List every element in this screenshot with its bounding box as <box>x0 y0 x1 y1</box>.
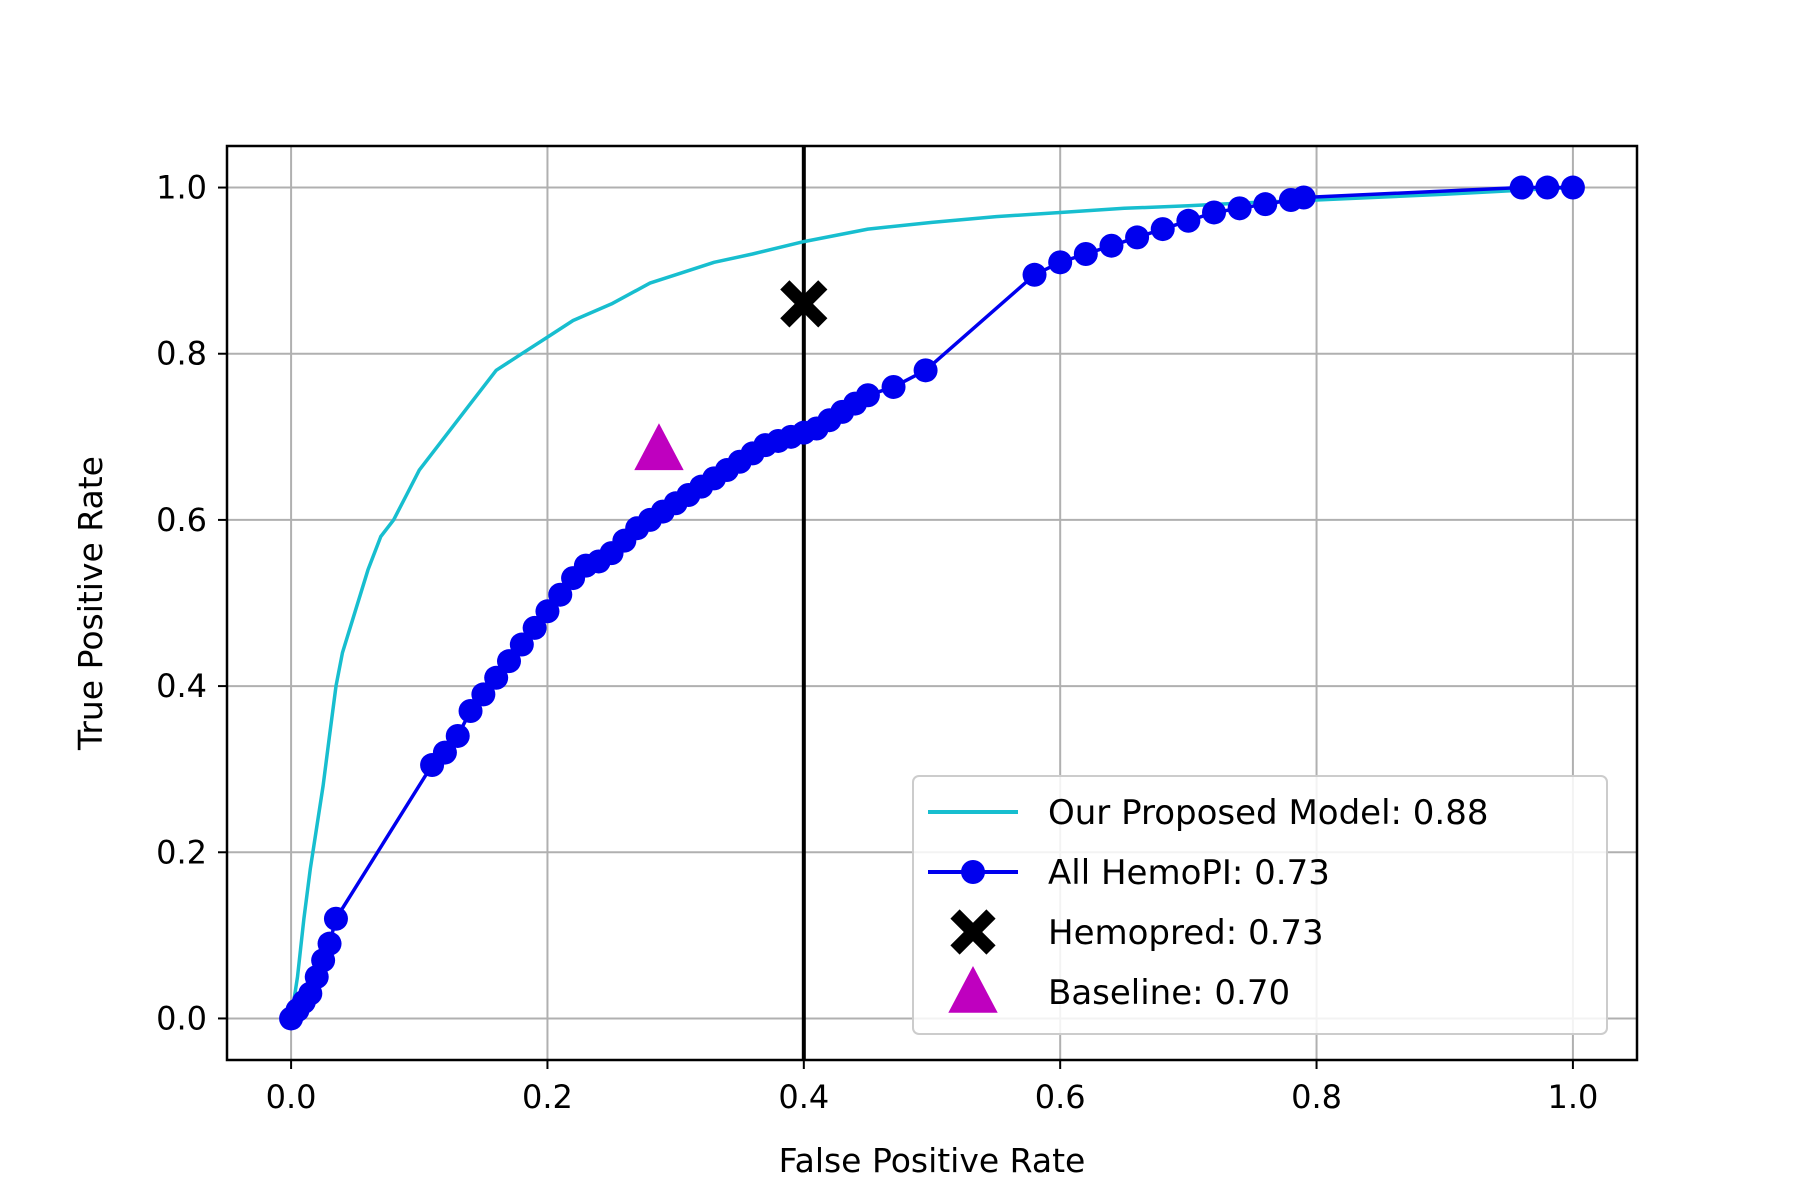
x-tick-label: 0.0 <box>266 1078 317 1116</box>
series-point-hemopi <box>323 906 348 931</box>
legend-label: Hemopred: 0.73 <box>1048 913 1324 953</box>
series-point-baseline <box>634 423 684 471</box>
series-point-hemopi <box>1560 175 1585 200</box>
legend-box <box>912 775 1608 1035</box>
axes-frame <box>225 144 1639 1062</box>
series-point-hemopi <box>548 582 573 607</box>
series-point-hemopi <box>471 682 496 707</box>
series-point-hemopi <box>881 374 906 399</box>
series-point-hemopi <box>1535 175 1560 200</box>
series-line-proposed-model <box>289 185 1573 1019</box>
series-point-hemopi <box>1227 196 1252 221</box>
legend-label: Baseline: 0.70 <box>1048 973 1290 1013</box>
x-tick-label: 1.0 <box>1547 1078 1598 1116</box>
series-point-hemopi <box>1125 225 1150 250</box>
x-axis-label: False Positive Rate <box>779 1141 1086 1180</box>
x-tick-label: 0.4 <box>778 1078 829 1116</box>
y-tick-label: 1.0 <box>156 169 207 207</box>
series-line-marker <box>279 175 1585 1031</box>
legend: Our Proposed Model: 0.88 All HemoPI: 0.73… <box>912 775 1608 1035</box>
series-point-hemopi <box>497 649 521 674</box>
series-line <box>289 185 1573 1019</box>
series-point-hemopi <box>535 599 560 624</box>
series-point-hemopi <box>1176 208 1201 233</box>
series-point-hemopi <box>317 931 342 956</box>
series-point-hemopi <box>432 740 457 765</box>
series-point-hemopi <box>509 632 534 657</box>
x-tick-label: 0.2 <box>522 1078 573 1116</box>
series-point-hemopi <box>1253 192 1278 217</box>
series-point-hemopi <box>1509 175 1534 200</box>
series-marker-triangle <box>634 423 684 471</box>
series-point-hemopi <box>1073 242 1098 267</box>
legend-label: Our Proposed Model: 0.88 <box>1048 793 1489 833</box>
series-point-hemopi <box>484 665 509 690</box>
series-point-hemopred <box>780 280 828 328</box>
y-tick-label: 0.4 <box>156 667 207 705</box>
legend-handle-hemopi-marker <box>961 860 985 884</box>
series-point-hemopi <box>1099 233 1124 258</box>
series-point-hemopi <box>1291 185 1316 210</box>
series-point-hemopi <box>458 699 483 724</box>
series-point-hemopi <box>913 358 938 383</box>
legend-handle-baseline <box>948 966 998 1013</box>
series-point-hemopi <box>1150 217 1175 242</box>
y-axis-label: True Positive Rate <box>71 456 110 751</box>
series-point-hemopi <box>445 723 470 748</box>
series-marker-x <box>780 280 828 328</box>
series-point-hemopi <box>1022 262 1047 287</box>
x-tick-label: 0.8 <box>1291 1078 1342 1116</box>
legend-label: All HemoPI: 0.73 <box>1048 853 1330 893</box>
series-point-hemopi <box>1202 200 1226 225</box>
y-tick-label: 0.2 <box>156 833 207 871</box>
y-tick-label: 0.6 <box>156 501 207 539</box>
plot-area <box>279 146 1585 1060</box>
legend-handle-hemopred <box>950 909 996 955</box>
x-tick-label: 0.6 <box>1035 1078 1086 1116</box>
series-point-hemopi <box>1048 250 1073 275</box>
series-point-hemopi <box>522 615 547 640</box>
series-point-hemopi <box>855 383 880 408</box>
y-tick-label: 0.0 <box>156 999 207 1037</box>
ticks: 0.0 0.2 0.4 0.6 0.8 1.0 0.0 0.2 0.4 0.6 0.8 1.0 <box>156 169 1598 1116</box>
y-tick-label: 0.8 <box>156 335 207 373</box>
